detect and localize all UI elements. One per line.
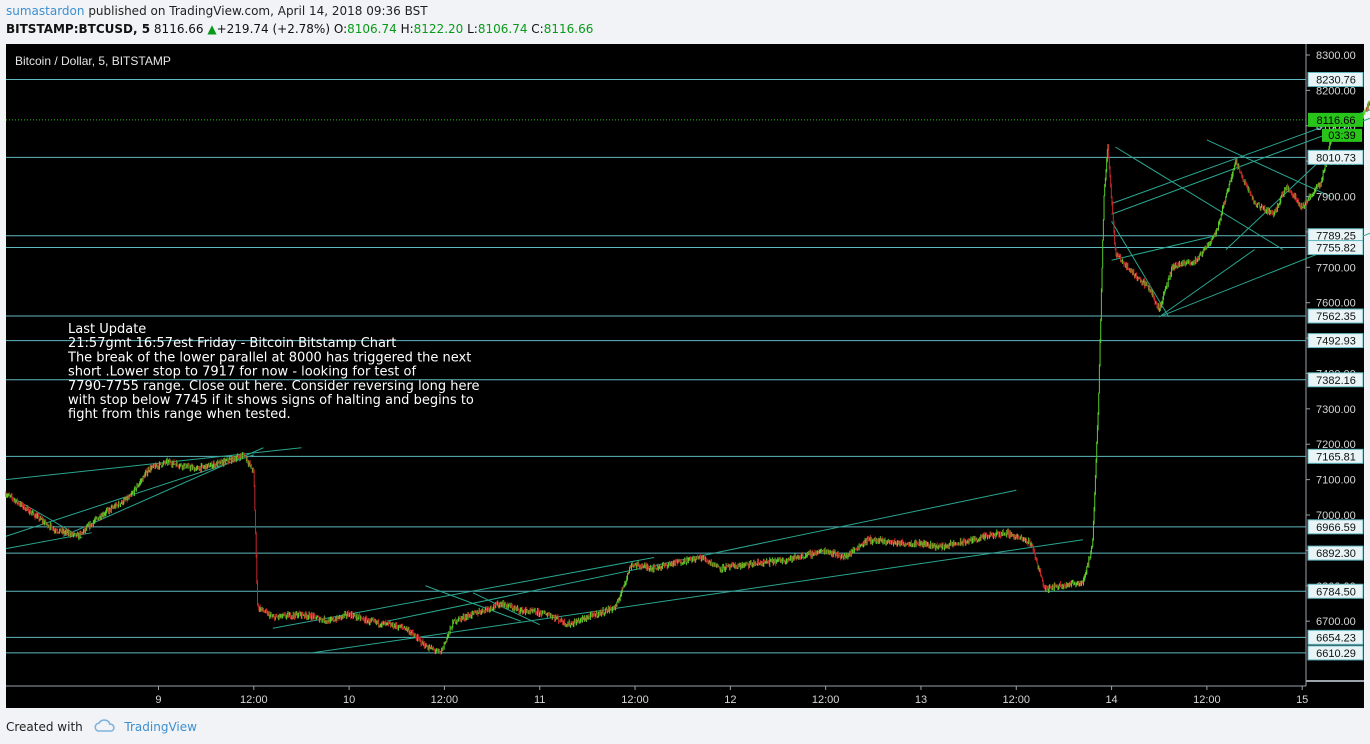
trend-line [272, 556, 655, 629]
tradingview-link[interactable]: TradingView [124, 720, 197, 734]
tradingview-cloud-icon [93, 719, 117, 736]
countdown-label: 03:39 [1328, 130, 1356, 142]
last-price-label: 8116.66 [1317, 115, 1356, 127]
y-tick-label: 8300.00 [1316, 50, 1356, 62]
footer: Created with TradingView [6, 719, 197, 736]
price-change: +219.74 (+2.78%) [216, 22, 331, 36]
y-tick-label: 7200.00 [1316, 439, 1356, 451]
level-price-tag [1307, 333, 1364, 349]
plot-area[interactable] [6, 44, 1306, 686]
open-label: O: [333, 22, 348, 36]
level-price-tag [1307, 629, 1364, 645]
x-tick-label: 12:00 [431, 694, 459, 706]
level-price-tag [1307, 583, 1364, 599]
y-tick-label: 7000.00 [1316, 510, 1356, 522]
chart-title: Bitcoin / Dollar, 5, BITSTAMP [15, 54, 171, 68]
trend-line [310, 539, 1084, 654]
symbol-info-bar: BITSTAMP:BTCUSD, 5 8116.66 ▲+219.74 (+2.… [6, 22, 593, 36]
annotation-line: short .Lower stop to 7917 for now - look… [68, 365, 416, 380]
symbol-label: BITSTAMP:BTCUSD, 5 [6, 22, 151, 36]
level-price-tag [1307, 72, 1364, 88]
trend-line [472, 592, 540, 626]
trend-line [425, 585, 521, 622]
trend-line [1158, 249, 1255, 318]
x-tick-label: 12:00 [621, 694, 649, 706]
y-tick-label: 7100.00 [1316, 475, 1356, 487]
level-price-label: 6892.30 [1316, 548, 1356, 560]
level-price-tag [1307, 519, 1364, 535]
x-tick-label: 9 [155, 694, 161, 706]
trend-line [1111, 234, 1217, 261]
level-price-tag [1307, 149, 1364, 165]
trend-line [387, 489, 1017, 622]
low-label: L: [467, 22, 478, 36]
level-price-label: 6610.29 [1316, 648, 1356, 660]
annotation-line: 7790-7755 range. Close out here. Conside… [68, 379, 480, 394]
level-price-label: 6966.59 [1316, 522, 1356, 534]
last-price: 8116.66 [153, 22, 204, 36]
level-price-tag [1307, 308, 1364, 324]
high-label: H: [400, 22, 414, 36]
author-link[interactable]: sumastardon [6, 4, 85, 18]
published-info: sumastardon published on TradingView.com… [6, 4, 428, 18]
countdown-tag [1322, 128, 1362, 142]
up-arrow-icon: ▲ [207, 22, 217, 36]
x-tick-label: 12:00 [812, 694, 840, 706]
level-price-label: 6654.23 [1316, 632, 1356, 644]
level-price-label: 8010.73 [1316, 152, 1356, 164]
low-value: 8106.74 [477, 22, 528, 36]
y-tick-label: 8200.00 [1316, 85, 1356, 97]
level-price-label: 7789.25 [1316, 231, 1356, 243]
x-tick-label: 14 [1105, 694, 1117, 706]
annotation-line: with stop below 7745 if it shows signs o… [68, 393, 474, 408]
level-price-label: 7382.16 [1316, 375, 1356, 387]
trend-line [1225, 150, 1332, 250]
y-tick-label: 7900.00 [1316, 192, 1356, 204]
y-tick-label: 7300.00 [1316, 404, 1356, 416]
level-price-tag [1307, 545, 1364, 561]
published-text: published on TradingView.com, April 14, … [84, 4, 428, 18]
y-tick-label: 6700.00 [1316, 616, 1356, 628]
x-tick-label: 10 [343, 694, 355, 706]
trend-line [5, 493, 83, 539]
y-tick-label: 7600.00 [1316, 298, 1356, 310]
level-price-label: 6784.50 [1316, 586, 1356, 598]
x-tick-label: 12 [724, 694, 736, 706]
level-price-tag [1307, 448, 1364, 464]
level-price-label: 7165.81 [1316, 451, 1356, 463]
level-price-label: 7755.82 [1316, 243, 1356, 255]
annotation-line: The break of the lower parallel at 8000 … [67, 350, 471, 365]
open-value: 8106.74 [347, 22, 397, 36]
x-tick-label: 11 [534, 694, 545, 706]
level-price-label: 7562.35 [1316, 311, 1356, 323]
level-price-tag [1307, 372, 1364, 388]
trend-line [62, 447, 264, 537]
x-tick-label: 15 [1296, 694, 1308, 706]
annotation-line: 21:57gmt 16:57est Friday - Bitcoin Bitst… [68, 336, 396, 351]
close-label: C: [531, 22, 544, 36]
x-tick-label: 12:00 [1193, 694, 1221, 706]
annotation-line: fight from this range when tested. [68, 407, 291, 422]
trend-line [1115, 146, 1284, 251]
level-price-tag [1307, 645, 1364, 661]
level-price-label: 7492.93 [1316, 336, 1356, 348]
level-price-label: 8230.76 [1316, 75, 1356, 87]
trend-line [1111, 221, 1170, 318]
last-price-tag [1308, 112, 1363, 127]
trend-line [1159, 232, 1370, 318]
trend-line [1111, 117, 1370, 215]
x-tick-label: 12:00 [240, 694, 268, 706]
trend-line [1206, 139, 1331, 197]
created-with-text: Created with [6, 720, 83, 734]
annotation-line: Last Update [68, 322, 146, 337]
x-tick-label: 13 [915, 694, 927, 706]
x-tick-label: 12:00 [1002, 694, 1030, 706]
level-price-tag [1307, 240, 1364, 256]
time-axis[interactable] [6, 686, 1364, 708]
close-value: 8116.66 [543, 22, 594, 36]
y-tick-label: 7700.00 [1316, 262, 1356, 274]
high-value: 8122.20 [413, 22, 464, 36]
